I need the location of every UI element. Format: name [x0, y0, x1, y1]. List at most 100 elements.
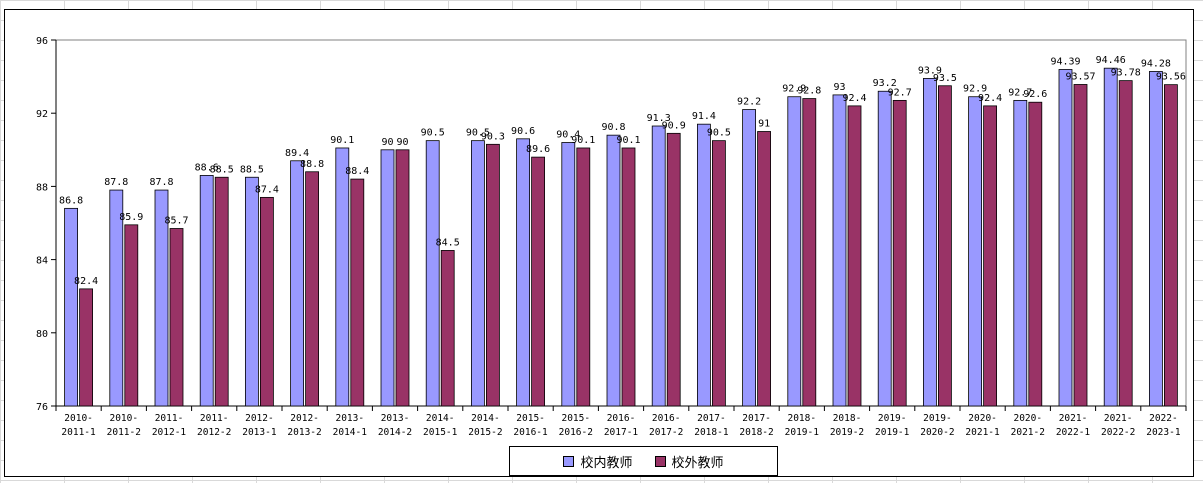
x-tick-label-8-0: 2014-	[426, 413, 455, 424]
data-label-series-2-11: 90.1	[571, 135, 595, 146]
bar-series-1-10	[516, 138, 531, 407]
data-label-series-1-2: 87.8	[149, 177, 173, 188]
bar-series-1-22	[1058, 69, 1073, 407]
x-tick-label-1-0: 2010-	[109, 413, 138, 424]
x-tick-label-2-1: 2012-1	[152, 427, 187, 438]
data-label-series-1-23: 94.46	[1096, 55, 1126, 66]
y-tick-label-1: 80	[36, 329, 48, 340]
x-tick-label-21-1: 2021-2	[1011, 427, 1045, 438]
y-tick-label-0: 76	[36, 402, 48, 413]
data-label-series-1-13: 91.3	[647, 113, 671, 124]
bar-series-2-9	[485, 143, 500, 407]
bar-chart: 76 80 84 88 92 96 2010- 2011-1 2010- 2011-2 2011- 2…	[36, 36, 1187, 438]
x-tick-label-6-1: 2014-1	[333, 427, 368, 438]
x-tick-label-3-0: 2011-	[200, 413, 229, 424]
bar-series-2-17	[847, 105, 862, 407]
bar-series-2-21	[1028, 101, 1043, 407]
x-tick-label-5-0: 2012-	[290, 413, 319, 424]
y-tick-label-5: 96	[36, 36, 48, 47]
x-tick-label-22-1: 2022-1	[1056, 427, 1091, 438]
data-label-series-1-8: 90.5	[421, 128, 445, 139]
bar-series-2-19	[938, 85, 952, 407]
data-label-series-1-24: 94.28	[1141, 58, 1171, 69]
data-label-series-2-14: 90.5	[707, 128, 731, 139]
x-tick-label-21-0: 2020-	[1013, 413, 1042, 424]
bar-series-2-5	[305, 171, 320, 407]
data-label-series-2-3: 88.5	[210, 164, 234, 175]
x-tick-label-4-1: 2013-1	[242, 427, 277, 438]
bar-series-1-24	[1149, 71, 1163, 407]
x-tick-label-12-1: 2017-1	[604, 427, 639, 438]
bar-series-2-3	[214, 176, 229, 407]
x-tick-label-3-1: 2012-2	[197, 427, 231, 438]
bar-series-2-16	[802, 98, 817, 407]
data-label-series-2-0: 82.4	[74, 276, 98, 287]
x-tick-label-18-1: 2019-1	[875, 427, 910, 438]
x-tick-label-9-0: 2014-	[471, 413, 500, 424]
bar-series-2-24	[1164, 84, 1178, 407]
x-tick-label-18-0: 2019-	[878, 413, 907, 424]
bar-series-1-21	[1013, 99, 1028, 407]
x-tick-label-8-1: 2015-1	[423, 427, 458, 438]
bar-series-2-13	[666, 132, 681, 407]
x-tick-label-10-1: 2016-1	[513, 427, 548, 438]
data-label-series-2-18: 92.7	[888, 87, 912, 98]
x-tick-label-24-1: 2023-1	[1146, 427, 1181, 438]
bar-series-2-1	[124, 224, 139, 407]
y-tick-label-4: 92	[36, 109, 48, 120]
data-label-series-2-12: 90.1	[616, 135, 640, 146]
bar-series-1-9	[470, 140, 485, 407]
data-label-series-1-5: 89.4	[285, 148, 309, 159]
bar-series-1-0	[64, 207, 78, 407]
data-label-series-2-8: 84.5	[436, 237, 460, 248]
bar-series-2-10	[531, 156, 545, 407]
data-label-series-2-5: 88.8	[300, 159, 324, 170]
legend-swatch-series-2	[654, 455, 666, 467]
bar-series-1-16	[787, 96, 802, 407]
bar-series-2-12	[621, 147, 636, 407]
legend-swatch-series-1	[563, 455, 575, 467]
data-label-series-2-22: 93.57	[1065, 71, 1095, 82]
x-tick-label-1-1: 2011-2	[107, 427, 141, 438]
x-tick-label-11-1: 2016-2	[559, 427, 593, 438]
bar-series-2-20	[983, 105, 997, 407]
data-label-series-1-20: 92.9	[963, 84, 987, 95]
data-label-series-1-0: 86.8	[59, 195, 83, 206]
x-tick-label-19-1: 2020-2	[920, 427, 954, 438]
data-label-series-2-15: 91	[758, 119, 770, 130]
data-label-series-2-20: 92.4	[978, 93, 1002, 104]
x-tick-label-12-0: 2016-	[607, 413, 636, 424]
x-tick-label-20-0: 2020-	[968, 413, 997, 424]
x-tick-label-2-0: 2011-	[155, 413, 184, 424]
bar-series-1-1	[109, 189, 124, 407]
bar-series-1-5	[290, 160, 305, 407]
x-tick-label-17-0: 2018-	[833, 413, 862, 424]
data-label-series-1-22: 94.39	[1050, 56, 1080, 67]
data-label-series-1-12: 90.8	[601, 122, 625, 133]
bar-series-1-4	[244, 176, 259, 407]
x-tick-label-7-1: 2014-2	[378, 427, 412, 438]
data-label-series-1-10: 90.6	[511, 126, 535, 137]
data-label-series-2-2: 85.7	[164, 215, 188, 226]
data-label-series-1-11: 90.4	[556, 129, 580, 140]
x-tick-label-24-0: 2022-	[1149, 413, 1178, 424]
x-tick-label-11-0: 2015-	[561, 413, 590, 424]
x-tick-label-13-0: 2016-	[652, 413, 681, 424]
x-tick-label-23-0: 2021-	[1104, 413, 1133, 424]
data-label-series-2-23: 93.78	[1111, 68, 1141, 79]
y-tick-label-3: 88	[36, 182, 48, 193]
bar-series-2-18	[892, 99, 907, 407]
bar-series-2-6	[350, 178, 365, 407]
bar-series-2-23	[1118, 80, 1133, 407]
legend-item-series-2: 校外教师	[654, 452, 724, 471]
x-tick-label-23-1: 2022-2	[1101, 427, 1135, 438]
bar-series-1-18	[877, 90, 892, 407]
x-tick-label-20-1: 2021-1	[965, 427, 1000, 438]
legend-label-series-1: 校内教师	[580, 455, 633, 471]
x-tick-label-5-1: 2013-2	[287, 427, 321, 438]
x-tick-label-9-1: 2015-2	[468, 427, 502, 438]
data-label-series-2-17: 92.4	[842, 93, 866, 104]
bar-series-2-22	[1073, 84, 1088, 407]
bar-series-2-14	[712, 140, 726, 407]
x-tick-label-7-0: 2013-	[381, 413, 410, 424]
